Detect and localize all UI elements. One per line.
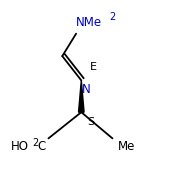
Text: Me: Me	[118, 140, 135, 153]
Polygon shape	[79, 80, 84, 112]
Text: 2: 2	[109, 12, 115, 22]
Text: NMe: NMe	[76, 16, 102, 29]
Text: S: S	[87, 117, 94, 127]
Text: E: E	[90, 62, 97, 72]
Text: HO: HO	[10, 140, 28, 153]
Text: 2: 2	[32, 138, 38, 148]
Text: N: N	[82, 83, 91, 96]
Text: C: C	[37, 140, 45, 153]
